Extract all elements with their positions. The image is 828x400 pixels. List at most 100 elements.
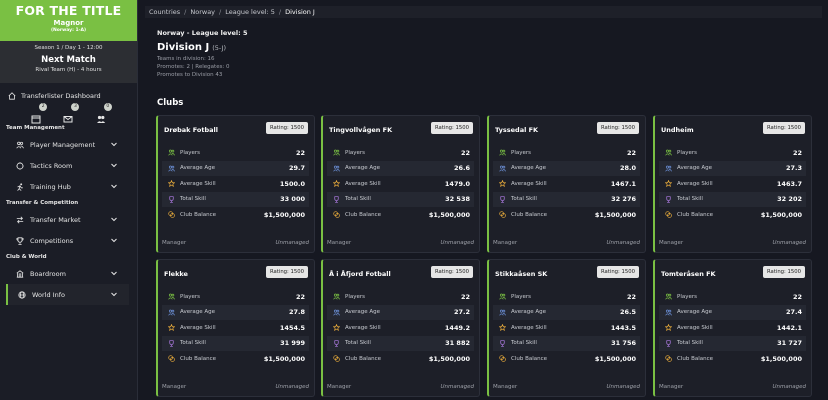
stat-value: 22	[460, 148, 470, 157]
app-title: FOR THE TITLE	[15, 3, 122, 18]
stat-value: $1,500,000	[263, 354, 305, 363]
club-name[interactable]: Tingvollvågen FK	[329, 126, 393, 134]
stat-row-skill: Average Skill 1467.1	[493, 176, 640, 192]
club-name[interactable]: Å i Åfjord Fotball	[329, 270, 391, 278]
stat-value: $1,500,000	[428, 210, 470, 219]
nav-dashboard[interactable]: Transferlister Dashboard	[0, 88, 137, 104]
club-card[interactable]: Flekke Rating: 1500 Players 22 Average Age 27…	[156, 259, 315, 397]
club-card[interactable]: Undheim Rating: 1500 Players 22 Average Age 2…	[653, 115, 812, 253]
stat-label: Average Age	[345, 165, 380, 172]
club-card[interactable]: Tyssedal FK Rating: 1500 Players 22 Average …	[487, 115, 646, 253]
nav-competitions[interactable]: Competitions	[0, 230, 137, 251]
crumb-division: Division J	[285, 8, 315, 16]
stat-label: Players	[345, 293, 365, 300]
stat-row-players: Players 22	[493, 289, 640, 305]
stat-value: 1463.7	[776, 179, 802, 188]
players-icon	[499, 149, 506, 156]
stat-value: 1442.1	[776, 323, 802, 332]
stat-row-balance: Club Balance $1,500,000	[493, 351, 640, 367]
users-icon	[168, 309, 175, 316]
nav-competitions-label: Competitions	[30, 236, 74, 245]
stat-value: 29.7	[288, 164, 305, 173]
stat-row-players: Players 22	[493, 145, 640, 161]
nav-transfer-market-label: Transfer Market	[30, 215, 81, 224]
stat-row-balance: Club Balance $1,500,000	[327, 351, 474, 367]
star-icon	[499, 324, 506, 332]
chevron-down-icon	[111, 163, 117, 168]
stat-row-total: Total Skill 31 727	[659, 335, 806, 351]
stat-row-players: Players 22	[659, 145, 806, 161]
club-name[interactable]: Flekke	[164, 270, 188, 278]
chevron-down-icon	[111, 271, 117, 276]
stat-value: 31 882	[445, 339, 470, 348]
nav-tactics-room[interactable]: Tactics Room	[0, 155, 137, 176]
nav-tactics-room-label: Tactics Room	[30, 161, 73, 170]
users-button[interactable]: 0	[96, 103, 112, 123]
club-name[interactable]: Undheim	[661, 126, 694, 134]
manager-label: Manager	[659, 384, 684, 390]
club-name[interactable]: Stikkaåsen SK	[495, 270, 548, 278]
club-name[interactable]: Tomteråsen FK	[661, 270, 716, 278]
coins-icon	[168, 211, 175, 219]
club-name[interactable]: Tyssedal FK	[495, 126, 539, 134]
crumb-countries[interactable]: Countries	[149, 8, 181, 16]
stat-label: Average Skill	[677, 180, 713, 187]
stat-row-balance: Club Balance $1,500,000	[162, 351, 309, 367]
stat-label: Players	[677, 149, 697, 156]
section-team-management: Team Management	[6, 125, 65, 131]
stat-value: $1,500,000	[760, 210, 802, 219]
stat-label: Average Age	[345, 309, 380, 316]
manager-label: Manager	[493, 240, 518, 246]
users-icon	[499, 309, 506, 316]
stat-value: 1454.5	[279, 323, 305, 332]
rating-badge: Rating: 1500	[430, 266, 473, 278]
stat-label: Club Balance	[677, 355, 714, 362]
club-manager: Manager Unmanaged	[659, 384, 806, 390]
stat-row-skill: Average Skill 1479.0	[327, 176, 474, 192]
next-match-detail: Rival Team (H) - 4 hours	[35, 67, 102, 73]
coins-icon	[665, 211, 672, 219]
trophy-icon	[169, 196, 174, 203]
running-icon	[17, 182, 23, 191]
club-manager: Manager Unmanaged	[493, 384, 640, 390]
stat-row-players: Players 22	[162, 289, 309, 305]
calendar-button[interactable]: 2	[31, 103, 48, 124]
mail-button[interactable]: 3	[63, 103, 80, 123]
club-card[interactable]: Tingvollvågen FK Rating: 1500 Players 22 Ave…	[321, 115, 480, 253]
club-name[interactable]: Drøbak Fotball	[164, 126, 218, 134]
star-icon	[333, 324, 340, 332]
stat-row-total: Total Skill 31 756	[493, 335, 640, 351]
stat-label: Club Balance	[345, 355, 382, 362]
coins-icon	[499, 211, 506, 219]
users-icon	[665, 165, 672, 172]
crumb-league-level[interactable]: League level: 5	[225, 8, 275, 16]
stat-row-balance: Club Balance $1,500,000	[162, 207, 309, 223]
nav-world-info[interactable]: World Info	[6, 284, 129, 305]
stat-label: Club Balance	[511, 211, 548, 218]
clubs-heading: Clubs	[157, 98, 184, 108]
nav-training-hub[interactable]: Training Hub	[0, 176, 137, 197]
next-match-panel[interactable]: Season 1 / Day 1 - 12:00 Next Match Riva…	[0, 41, 137, 83]
crumb-country[interactable]: Norway	[190, 8, 216, 16]
stat-value: 22	[792, 148, 802, 157]
stat-label: Players	[345, 149, 365, 156]
stat-value: 32 202	[777, 195, 802, 204]
nav-transfer-market[interactable]: Transfer Market	[0, 209, 137, 230]
nav-boardroom[interactable]: Boardroom	[0, 263, 137, 284]
club-stats: Players 22 Average Age 27.8 Average Skill 145…	[162, 289, 309, 367]
stat-label: Total Skill	[345, 340, 371, 347]
club-card[interactable]: Drøbak Fotball Rating: 1500 Players 22 Avera…	[156, 115, 315, 253]
club-card[interactable]: Å i Åfjord Fotball Rating: 1500 Players 22 A…	[321, 259, 480, 397]
quick-icons: 2 3 0	[0, 103, 137, 124]
chevron-down-icon	[111, 238, 117, 243]
building-icon	[16, 269, 24, 278]
stat-label: Average Skill	[511, 324, 547, 331]
promotes-to: Promotes to Division 43	[157, 72, 223, 78]
club-card[interactable]: Stikkaåsen SK Rating: 1500 Players 22 Averag…	[487, 259, 646, 397]
players-icon	[665, 293, 672, 300]
players-icon	[16, 141, 24, 148]
club-card[interactable]: Tomteråsen FK Rating: 1500 Players 22 Averag…	[653, 259, 812, 397]
nav-player-management[interactable]: Player Management	[0, 134, 137, 155]
stat-row-skill: Average Skill 1443.5	[493, 320, 640, 336]
star-icon	[665, 324, 672, 332]
